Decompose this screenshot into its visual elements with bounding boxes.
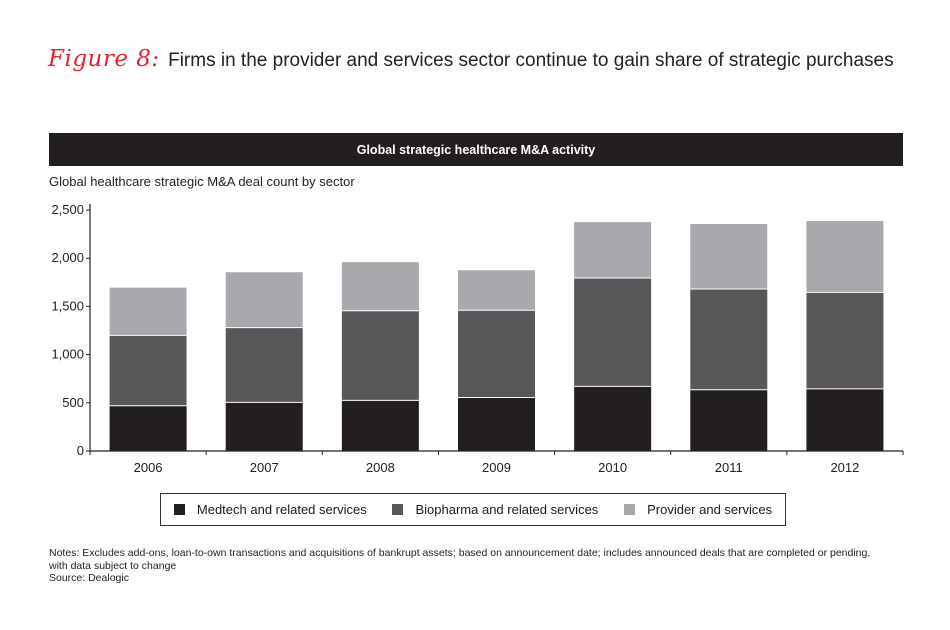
x-tick-label: 2008	[366, 460, 395, 475]
chart-banner-title: Global strategic healthcare M&A activity	[356, 142, 596, 157]
legend-label-medtech: Medtech and related services	[196, 502, 367, 517]
y-tick-label: 1,000	[51, 347, 84, 362]
bar-provider-2008	[341, 261, 419, 311]
y-tick-label: 0	[77, 443, 84, 458]
bar-biopharma-2009	[458, 310, 535, 398]
bar-biopharma-2008	[341, 310, 419, 401]
bar-medtech-2010	[574, 386, 652, 451]
legend-swatch-biopharma	[392, 504, 404, 515]
bar-provider-2006	[109, 287, 187, 336]
figure-label: Figure 8:	[48, 46, 160, 72]
legend-swatch-medtech	[173, 504, 185, 515]
bar-medtech-2012	[806, 388, 884, 451]
source-line: Source: Dealogic	[49, 572, 129, 584]
bar-biopharma-2012	[806, 292, 884, 389]
x-tick-label: 2011	[715, 460, 743, 475]
legend-item-provider: Provider and services	[624, 502, 772, 517]
chart-notes: Notes: Excludes add-ons, loan-to-own tra…	[49, 547, 919, 585]
bar-provider-2007	[225, 271, 303, 328]
bar-provider-2009	[458, 269, 535, 311]
x-tick-label: 2009	[482, 460, 511, 475]
bar-medtech-2009	[458, 397, 535, 451]
notes-line-2: with data subject to change	[49, 559, 177, 572]
legend-item-biopharma: Biopharma and related services	[392, 502, 598, 517]
stacked-bar-chart: 0 500 1,000 1,500 2,000 2,500 2006 2007 2008 2009…	[51, 202, 904, 475]
bar-medtech-2011	[690, 389, 768, 451]
y-tick-label: 2,000	[51, 250, 84, 265]
chart-banner: Global strategic healthcare M&A activity	[49, 133, 903, 166]
x-tick-label: 2010	[598, 460, 627, 475]
x-tick-label: 2012	[830, 460, 859, 475]
bar-biopharma-2006	[109, 335, 187, 406]
legend-label-biopharma: Biopharma and related services	[415, 502, 599, 517]
bar-biopharma-2010	[574, 277, 652, 387]
legend-label-provider: Provider and services	[647, 502, 773, 517]
bar-provider-2011	[690, 223, 768, 290]
bar-provider-2012	[806, 220, 884, 293]
legend-item-medtech: Medtech and related services	[173, 502, 367, 517]
legend-swatch-provider	[624, 504, 636, 515]
bar-medtech-2008	[341, 400, 419, 451]
x-tick-label: 2006	[134, 460, 163, 475]
bar-provider-2010	[574, 221, 652, 278]
x-tick-label: 2007	[250, 460, 279, 475]
y-tick-label: 2,500	[51, 202, 84, 217]
y-tick-label: 500	[62, 395, 84, 410]
figure-title: Figure 8: Firms in the provider and serv…	[48, 46, 894, 72]
chart-subtitle: Global healthcare strategic M&A deal cou…	[49, 174, 355, 189]
bar-medtech-2006	[109, 405, 187, 451]
page-title: Firms in the provider and services secto…	[168, 50, 894, 71]
bar-biopharma-2011	[690, 289, 768, 390]
bar-biopharma-2007	[225, 327, 303, 403]
bar-medtech-2007	[225, 402, 303, 451]
y-tick-label: 1,500	[51, 298, 84, 313]
chart-legend: Medtech and related services Biopharma a…	[160, 493, 786, 526]
notes-line-1: Notes: Excludes add-ons, loan-to-own tra…	[49, 547, 871, 559]
